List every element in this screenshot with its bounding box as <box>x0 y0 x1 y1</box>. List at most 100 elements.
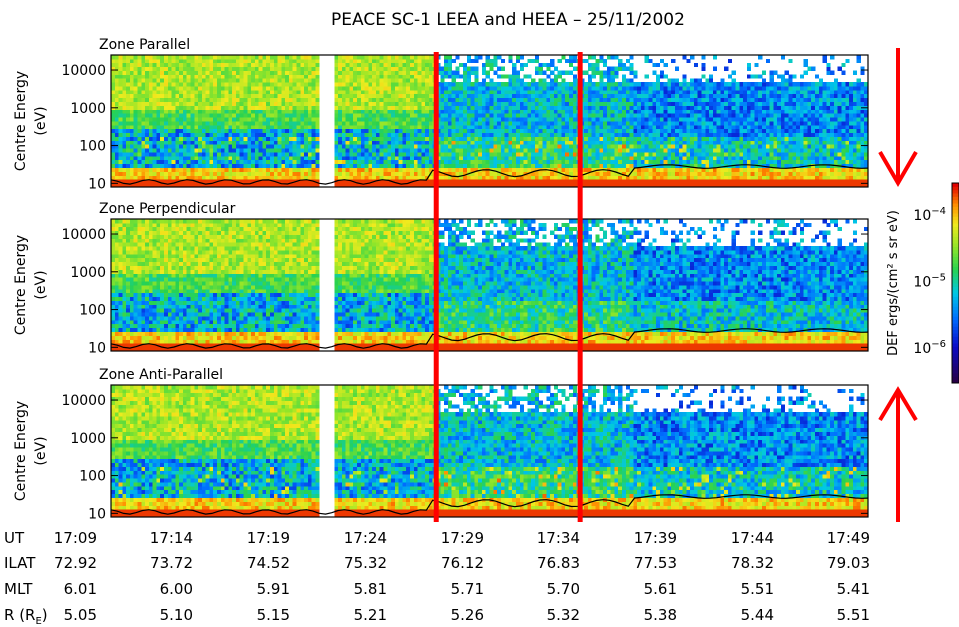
spectrogram-cell <box>357 148 362 153</box>
spectrogram-cell <box>220 163 225 168</box>
spectrogram-cell <box>300 167 305 172</box>
spectrogram-cell <box>239 179 244 184</box>
spectrogram-cell <box>118 171 123 176</box>
spectrogram-cell <box>209 117 214 122</box>
spectrogram-cell <box>205 58 210 64</box>
spectrogram-cell <box>186 155 191 161</box>
spectrogram-cell <box>216 105 222 110</box>
spectrogram-cell <box>478 97 483 102</box>
spectrogram-cell <box>175 97 180 102</box>
spectrogram-cell <box>550 132 555 137</box>
spectrogram-cell <box>372 152 377 157</box>
spectrogram-cell <box>451 152 456 157</box>
spectrogram-cell <box>656 167 661 172</box>
spectrogram-cell <box>489 175 494 180</box>
spectrogram-cell <box>141 89 146 95</box>
spectrogram-cell <box>156 155 161 161</box>
spectrogram-cell <box>235 117 241 122</box>
spectrogram-cell <box>171 113 176 118</box>
spectrogram-cell <box>508 128 513 134</box>
spectrogram-cell <box>584 152 589 157</box>
spectrogram-cell <box>466 167 471 172</box>
spectrogram-cell <box>572 171 577 176</box>
spectrogram-cell <box>114 117 119 122</box>
spectrogram-cell <box>667 163 672 168</box>
spectrogram-cell <box>368 82 373 87</box>
spectrogram-cell <box>258 78 263 83</box>
spectrogram-cell <box>606 121 612 126</box>
spectrogram-cell <box>364 55 369 60</box>
spectrogram-cell <box>410 136 415 141</box>
spectrogram-cell <box>466 58 471 64</box>
spectrogram-cell <box>137 117 142 122</box>
spectrogram-cell <box>269 93 275 99</box>
spectrogram-cell <box>114 183 119 188</box>
spectrogram-cell <box>584 183 589 188</box>
spectrogram-cell <box>656 89 661 95</box>
spectrogram-cell <box>610 152 615 157</box>
spectrogram-cell <box>133 93 138 99</box>
spectrogram-cell <box>463 152 468 157</box>
spectrogram-cell <box>118 132 123 137</box>
spectrogram-cell <box>209 128 214 134</box>
spectrogram-cell <box>550 175 555 180</box>
spectrogram-cell <box>209 124 214 130</box>
spectrogram-cell <box>591 128 596 134</box>
spectrogram-cell <box>451 163 456 168</box>
spectrogram-cell <box>459 128 464 134</box>
spectrogram-cell <box>394 175 400 180</box>
spectrogram-cell <box>614 140 619 145</box>
spectrogram-cell <box>379 179 384 184</box>
spectrogram-cell <box>398 74 403 79</box>
spectrogram-cell <box>425 93 430 99</box>
spectrogram-cell <box>360 171 365 176</box>
spectrogram-cell <box>182 163 188 168</box>
spectrogram-cell <box>235 93 241 99</box>
spectrogram-cell <box>478 136 483 141</box>
spectrogram-cell <box>296 97 301 102</box>
spectrogram-cell <box>334 183 339 188</box>
spectrogram-cell <box>667 82 672 87</box>
spectrogram-cell <box>118 179 123 184</box>
spectrogram-cell <box>671 113 676 118</box>
spectrogram-cell <box>353 140 358 145</box>
spectrogram-cell <box>425 132 430 137</box>
spectrogram-cell <box>387 97 392 102</box>
spectrogram-cell <box>209 159 214 165</box>
spectrogram-cell <box>277 179 282 184</box>
spectrogram-cell <box>485 163 490 168</box>
spectrogram-cell <box>285 183 290 188</box>
spectrogram-cell <box>216 148 222 153</box>
spectrogram-cell <box>561 86 566 91</box>
spectrogram-cell <box>466 109 471 114</box>
spectrogram-cell <box>410 124 415 130</box>
spectrogram-cell <box>383 167 388 172</box>
spectrogram-cell <box>413 136 418 141</box>
spectrogram-cell <box>410 70 415 75</box>
spectrogram-cell <box>247 97 252 102</box>
spectrogram-cell <box>163 70 169 75</box>
spectrogram-cell <box>406 117 411 122</box>
spectrogram-cell <box>179 183 184 188</box>
spectrogram-cell <box>163 55 169 60</box>
spectrogram-cell <box>444 136 449 141</box>
spectrogram-cell <box>618 128 623 134</box>
spectrogram-cell <box>584 179 589 184</box>
spectrogram-cell <box>213 78 218 83</box>
spectrogram-cell <box>674 121 680 126</box>
spectrogram-cell <box>216 159 222 165</box>
spectrogram-cell <box>288 121 294 126</box>
spectrogram-cell <box>111 136 116 141</box>
spectrogram-cell <box>148 159 154 165</box>
spectrogram-cell <box>587 124 593 130</box>
spectrogram-cell <box>160 62 165 68</box>
spectrogram-cell <box>512 148 517 153</box>
spectrogram-cell <box>148 171 154 176</box>
spectrogram-cell <box>277 163 282 168</box>
spectrogram-cell <box>512 163 517 168</box>
spectrogram-cell <box>251 74 256 79</box>
spectrogram-cell <box>705 152 710 157</box>
spectrogram-cell <box>122 140 127 145</box>
spectrogram-cell <box>633 86 638 91</box>
spectrogram-cell <box>629 128 634 134</box>
